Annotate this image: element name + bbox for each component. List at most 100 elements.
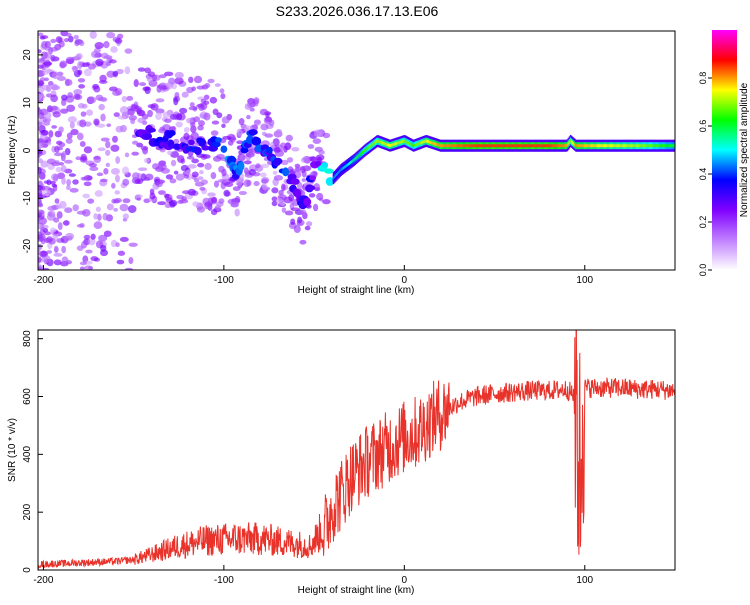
snr-x-tick-label: -200 bbox=[33, 575, 53, 586]
spectrogram-blob bbox=[259, 172, 267, 178]
spectrogram-ridge-core bbox=[358, 153, 361, 157]
spectrogram-ridge-core bbox=[460, 144, 463, 148]
spectrogram-blob bbox=[47, 205, 56, 211]
figure-title: S233.2026.036.17.13.E06 bbox=[276, 3, 439, 19]
spectrogram-blob bbox=[66, 58, 74, 65]
spectrogram-blob bbox=[122, 166, 130, 175]
spectrogram-ridge-core bbox=[596, 144, 599, 148]
spectrogram-ridge-core bbox=[648, 144, 651, 148]
spectrogram-blob bbox=[168, 199, 178, 207]
spectrogram-blob bbox=[98, 234, 108, 242]
spectrogram-blob bbox=[97, 213, 102, 221]
spectrogram-blob bbox=[73, 88, 83, 95]
spectrogram-blob bbox=[65, 138, 73, 144]
spectrogram-blob bbox=[301, 178, 307, 182]
spectrogram-blob bbox=[52, 111, 61, 118]
spectrogram-blob bbox=[95, 45, 102, 50]
spectrogram-ridge-core bbox=[486, 144, 489, 148]
spectrogram-ridge-core bbox=[552, 144, 555, 148]
spectrogram-ridge-core bbox=[438, 143, 441, 147]
spectrogram-ridge-core bbox=[584, 144, 587, 148]
spectrogram-blob bbox=[38, 249, 42, 256]
spectrogram-blob bbox=[124, 48, 133, 54]
spectrogram-blob bbox=[192, 201, 200, 207]
spectrogram-ridge-core bbox=[573, 142, 575, 146]
spectrogram-blob bbox=[113, 112, 120, 118]
spectrogram-blob bbox=[38, 198, 42, 204]
spectrogram-ridge-core bbox=[654, 144, 656, 148]
spectrogram-blob bbox=[183, 132, 190, 140]
spectrogram-ridge-core bbox=[641, 144, 643, 148]
spectrogram-x-tick-label: 0 bbox=[402, 275, 408, 286]
spectrogram-ridge-core bbox=[612, 144, 614, 148]
spectrogram-blob bbox=[126, 95, 134, 102]
spectrogram-blob bbox=[48, 210, 56, 218]
spectrogram-ridge-core bbox=[620, 144, 623, 148]
spectrogram-blob bbox=[203, 94, 210, 100]
spectrogram-blob bbox=[128, 242, 138, 247]
spectrogram-blob bbox=[177, 199, 184, 205]
spectrogram-blob bbox=[38, 58, 45, 64]
snr-frame bbox=[37, 329, 676, 571]
spectrogram-blob bbox=[203, 100, 210, 105]
spectrogram-blob bbox=[93, 213, 99, 220]
spectrogram-blob bbox=[162, 111, 171, 118]
spectrogram-ridge-core bbox=[513, 144, 516, 148]
spectrogram-ridge-core bbox=[601, 144, 603, 148]
spectrogram-ridge-core bbox=[452, 144, 455, 148]
spectrogram-ridge-blob bbox=[321, 162, 329, 168]
spectrogram-ridge-core bbox=[411, 143, 414, 147]
spectrogram-ridge-core bbox=[381, 141, 384, 145]
spectrogram-blob bbox=[77, 61, 83, 70]
spectrogram-ridge-core bbox=[445, 144, 447, 148]
spectrogram-blob bbox=[236, 128, 243, 137]
spectrogram-ridge-core bbox=[360, 151, 363, 155]
spectrogram-blob bbox=[76, 132, 84, 141]
spectrogram-ridge-core bbox=[667, 144, 669, 148]
spectrogram-blob bbox=[100, 244, 107, 252]
spectrogram-ridge-core bbox=[491, 144, 494, 148]
spectrogram-blob bbox=[81, 208, 91, 217]
spectrogram-blob bbox=[207, 192, 216, 197]
spectrogram-y-ticks: -20 -10 0 10 20 bbox=[22, 49, 43, 253]
spectrogram-blob bbox=[224, 181, 234, 188]
spectrogram-blob bbox=[80, 111, 87, 117]
spectrogram-blob bbox=[39, 35, 46, 40]
spectrogram-ridge-core bbox=[391, 143, 393, 147]
spectrogram-ridge-core bbox=[399, 140, 402, 144]
spectrogram-blob bbox=[181, 190, 191, 195]
spectrogram-ridge-core bbox=[528, 144, 531, 148]
spectrogram-blob bbox=[68, 35, 74, 43]
spectrogram-ridge-core bbox=[455, 144, 457, 148]
spectrogram-ridge-core bbox=[591, 144, 594, 148]
spectrogram-ridge-core bbox=[547, 144, 549, 148]
spectrogram-x-tick-label: -200 bbox=[33, 275, 53, 286]
spectrogram-blob bbox=[133, 79, 139, 87]
spectrogram-blob bbox=[234, 208, 240, 217]
spectrogram-blob bbox=[106, 123, 112, 128]
spectrogram-ridge-core bbox=[408, 141, 411, 145]
spectrogram-blob bbox=[65, 79, 73, 86]
spectrogram-ridge-blob bbox=[307, 185, 316, 191]
spectrogram-blob bbox=[103, 230, 112, 237]
spectrogram-ridge-core bbox=[332, 176, 335, 180]
spectrogram-blob bbox=[105, 162, 111, 168]
spectrogram-ridge-core bbox=[385, 142, 388, 146]
spectrogram-ridge-blob bbox=[324, 168, 334, 174]
spectrogram-ridge-core bbox=[578, 144, 581, 148]
spectrogram-blob bbox=[133, 106, 143, 113]
spectrogram-y-label: Frequency (Hz) bbox=[7, 116, 18, 185]
spectrogram-ridge-core bbox=[492, 144, 495, 148]
spectrogram-blob bbox=[260, 123, 269, 131]
spectrogram-blob bbox=[106, 203, 114, 211]
spectrogram-blob bbox=[246, 179, 252, 187]
spectrogram-blob bbox=[247, 101, 255, 109]
spectrogram-blob bbox=[72, 179, 79, 185]
spectrogram-blob bbox=[38, 231, 43, 240]
spectrogram-ridge-core bbox=[512, 144, 515, 148]
spectrogram-blob bbox=[300, 157, 310, 164]
spectrogram-ridge-core bbox=[496, 144, 498, 148]
spectrogram-blob bbox=[217, 179, 226, 183]
spectrogram-ridge-core bbox=[451, 144, 454, 148]
spectrogram-ridge-blob bbox=[303, 197, 312, 206]
